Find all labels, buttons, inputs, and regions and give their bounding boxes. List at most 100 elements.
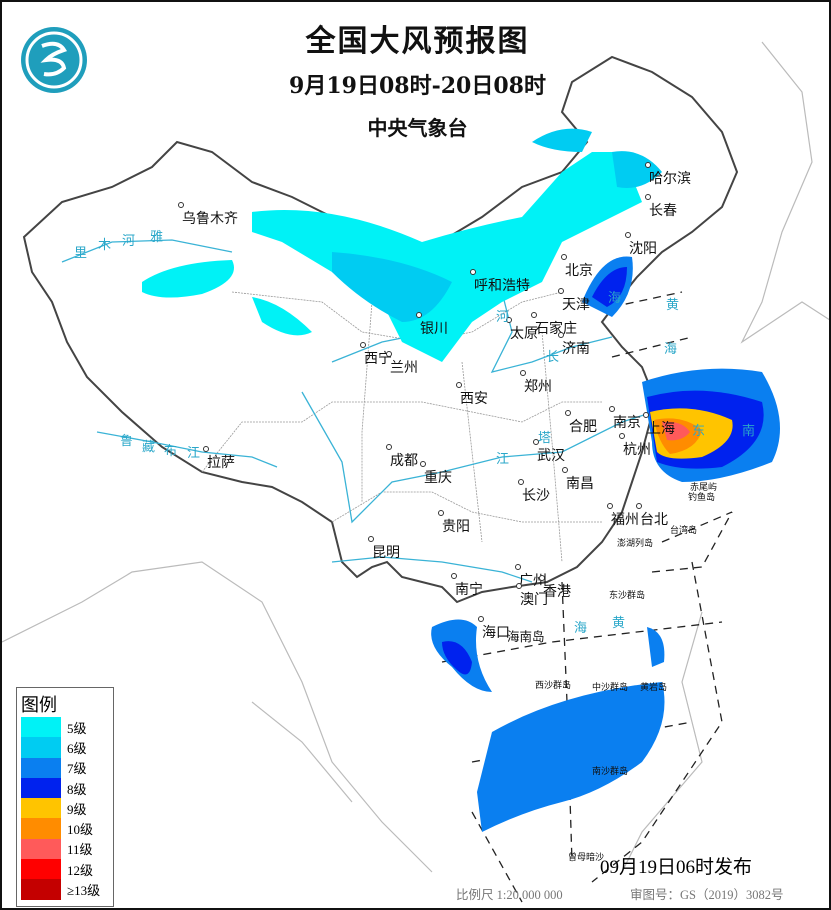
city-label: 合肥 bbox=[569, 419, 597, 435]
city-marker bbox=[506, 317, 512, 323]
city-label: 石家庄 bbox=[535, 321, 577, 337]
island-label: 钓鱼岛 bbox=[688, 493, 716, 503]
legend: 图例 5级 6级 7级 8级 9级 10级 11级 12级 ≥13级 bbox=[16, 687, 114, 907]
water-label: 江 bbox=[187, 446, 201, 461]
legend-label: ≥13级 bbox=[67, 883, 101, 899]
city-label: 太原 bbox=[510, 326, 538, 342]
city-marker bbox=[561, 254, 567, 260]
legend-label: 5级 bbox=[67, 720, 87, 736]
wind-area-11 bbox=[662, 421, 690, 441]
map-approval-number: 审图号：GS（2019）3082号 bbox=[630, 888, 784, 902]
city-label: 银川 bbox=[420, 321, 448, 337]
water-label: 河 bbox=[122, 234, 136, 249]
legend-item: 12级 bbox=[17, 859, 113, 880]
city-label: 武汉 bbox=[537, 448, 565, 464]
city-marker bbox=[470, 269, 476, 275]
city-label: 长沙 bbox=[522, 488, 550, 504]
city-label: 成都 bbox=[390, 453, 418, 469]
legend-label: 12级 bbox=[67, 862, 94, 878]
water-label: 长 bbox=[546, 350, 560, 365]
water-label: 鲁 bbox=[120, 434, 134, 449]
neighbor-borders bbox=[2, 41, 829, 873]
city-label: 哈尔滨 bbox=[649, 171, 691, 187]
legend-swatch bbox=[21, 717, 61, 738]
city-marker bbox=[178, 202, 184, 208]
wind-area-6 bbox=[612, 151, 662, 188]
city-marker bbox=[565, 410, 571, 416]
city-marker bbox=[636, 503, 642, 509]
city-marker bbox=[386, 351, 392, 357]
water-label: 黄 bbox=[612, 616, 626, 631]
water-label: 海 bbox=[664, 342, 678, 357]
city-marker bbox=[386, 444, 392, 450]
city-label: 南京 bbox=[613, 415, 641, 431]
legend-label: 6级 bbox=[67, 740, 87, 756]
legend-item: ≥13级 bbox=[17, 879, 113, 900]
city-marker bbox=[607, 503, 613, 509]
city-marker bbox=[516, 583, 522, 589]
legend-swatch bbox=[21, 757, 61, 778]
city-marker bbox=[368, 536, 374, 542]
legend-item: 11级 bbox=[17, 838, 113, 860]
water-label: 东 bbox=[692, 424, 706, 439]
water-label: 海 bbox=[574, 621, 588, 636]
wind-area-6 bbox=[532, 128, 592, 152]
city-label: 天津 bbox=[562, 297, 590, 313]
map-scale: 比例尺 1:20 000 000 bbox=[456, 888, 563, 902]
legend-swatch bbox=[21, 818, 61, 839]
water-label: 布 bbox=[164, 444, 178, 459]
city-marker bbox=[562, 467, 568, 473]
city-label: 澳门 bbox=[520, 592, 548, 608]
legend-label: 10级 bbox=[67, 822, 94, 838]
city-label: 海口 bbox=[482, 625, 510, 641]
city-label: 福州 bbox=[611, 512, 639, 528]
legend-swatch bbox=[21, 737, 61, 758]
issuer: 中央气象台 bbox=[367, 116, 468, 140]
island-label: 东沙群岛 bbox=[609, 591, 646, 601]
island-label: 黄岩岛 bbox=[640, 683, 668, 693]
water-label: 塔 bbox=[538, 431, 552, 446]
city-marker bbox=[520, 370, 526, 376]
cma-logo-icon bbox=[21, 27, 87, 93]
legend-label: 9级 bbox=[67, 801, 87, 817]
city-label: 南昌 bbox=[566, 476, 594, 492]
island-label: 南沙群岛 bbox=[592, 767, 629, 777]
city-label: 乌鲁木齐 bbox=[182, 211, 238, 227]
legend-label: 7级 bbox=[67, 761, 87, 777]
legend-swatch bbox=[21, 838, 61, 860]
city-label: 重庆 bbox=[424, 470, 452, 486]
city-label: 呼和浩特 bbox=[474, 278, 530, 294]
water-label: 江 bbox=[496, 452, 510, 467]
city-label: 兰州 bbox=[390, 360, 418, 376]
island-label: 曾母暗沙 bbox=[568, 853, 605, 863]
city-marker bbox=[203, 446, 209, 452]
island-label: 西沙群岛 bbox=[535, 681, 572, 691]
legend-title: 图例 bbox=[21, 695, 57, 716]
city-label: 昆明 bbox=[372, 545, 400, 561]
city-label: 台北 bbox=[640, 512, 668, 528]
legend-item: 10级 bbox=[17, 818, 113, 839]
island-label: 赤尾屿 bbox=[690, 483, 718, 493]
city-marker bbox=[558, 288, 564, 294]
legend-item: 5级 bbox=[17, 717, 113, 738]
island-label: 台湾岛 bbox=[670, 526, 698, 536]
city-label: 北京 bbox=[565, 263, 593, 279]
city-label: 郑州 bbox=[524, 379, 552, 395]
city-marker bbox=[438, 510, 444, 516]
island-label: 中沙群岛 bbox=[592, 683, 629, 693]
city-label: 南宁 bbox=[455, 582, 483, 598]
water-label: 黄 bbox=[666, 298, 680, 313]
wind-area-8 bbox=[442, 641, 472, 675]
city-marker bbox=[360, 342, 366, 348]
city-marker bbox=[478, 616, 484, 622]
wind-area-5 bbox=[252, 297, 312, 336]
wind-area-5 bbox=[142, 260, 234, 298]
city-marker bbox=[420, 461, 426, 467]
wind-area-7 bbox=[477, 682, 665, 832]
city-marker bbox=[625, 232, 631, 238]
water-label: 藏 bbox=[142, 440, 156, 455]
legend-swatch bbox=[21, 798, 61, 819]
wind-area-5 bbox=[252, 152, 642, 362]
city-marker bbox=[558, 332, 564, 338]
